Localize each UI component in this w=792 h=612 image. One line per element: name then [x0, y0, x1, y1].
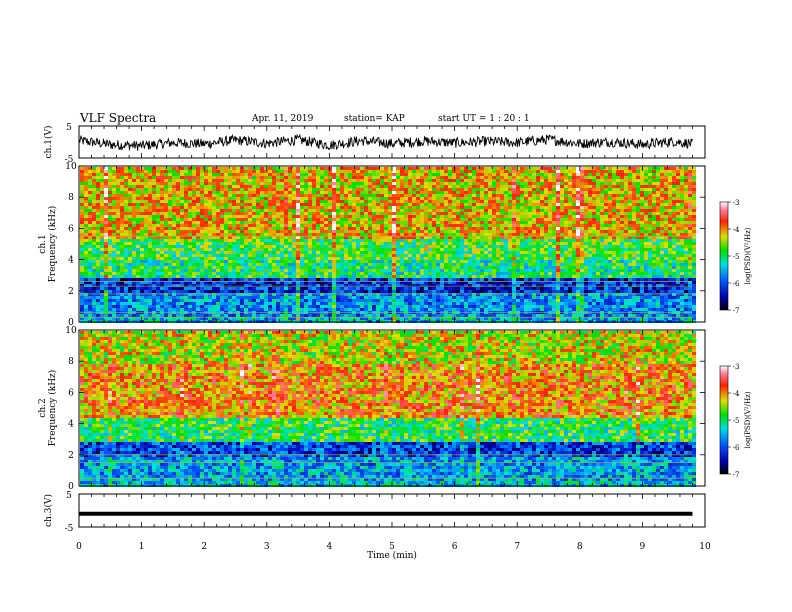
- x-tick-label: 1: [139, 542, 145, 552]
- y-tick-label: 4: [68, 420, 74, 430]
- spectrogram-1: [80, 167, 696, 323]
- y-tick-label: 8: [68, 193, 74, 203]
- y-tick-label: 0: [68, 318, 74, 328]
- x-tick-label: 2: [201, 542, 207, 552]
- x-tick-label: 4: [327, 542, 333, 552]
- colorbar: [719, 201, 729, 311]
- y-tick-label: 0: [68, 482, 74, 492]
- date-label: Apr. 11, 2019: [252, 114, 314, 124]
- ch1-waveform: [78, 133, 693, 151]
- colorbar-tick-label: -4: [733, 226, 740, 234]
- y-axis-label: ch.1: [38, 234, 48, 253]
- y-tick-label: 5: [66, 123, 72, 133]
- y-axis-label: ch.1(V): [43, 126, 54, 159]
- y-tick-label: 6: [68, 388, 74, 398]
- y-axis-label: ch.2: [38, 398, 48, 417]
- x-tick-label: 6: [452, 542, 458, 552]
- y-tick-label: 5: [66, 491, 72, 501]
- y-tick-label: 10: [65, 162, 77, 172]
- start-time-label: start UT = 1 : 20 : 1: [438, 114, 530, 124]
- y-tick-label: -5: [65, 155, 74, 165]
- colorbar-tick-label: -7: [733, 307, 740, 315]
- x-tick-label: 9: [640, 542, 646, 552]
- colorbar: [719, 365, 729, 475]
- x-tick-label: 10: [699, 542, 711, 552]
- y-axis-label: Frequency (kHz): [47, 206, 58, 283]
- colorbar-tick-label: -4: [733, 390, 740, 398]
- colorbar-tick-label: -3: [733, 199, 740, 207]
- colorbar-tick-label: -3: [733, 363, 740, 371]
- x-tick-label: 0: [76, 542, 82, 552]
- colorbar-tick-label: -5: [733, 417, 740, 425]
- colorbar-tick-label: -6: [733, 444, 740, 452]
- y-tick-label: 2: [68, 451, 74, 461]
- x-tick-label: 3: [264, 542, 270, 552]
- station-label: station= KAP: [344, 114, 405, 124]
- x-tick-label: 8: [577, 542, 583, 552]
- y-tick-label: 10: [65, 326, 77, 336]
- y-tick-label: 6: [68, 224, 74, 234]
- y-tick-label: 2: [68, 287, 74, 297]
- colorbar-tick-label: -6: [733, 280, 740, 288]
- colorbar-label: log(PSD)(V²/Hz): [744, 227, 752, 284]
- colorbar-label: log(PSD)(V²/Hz): [744, 391, 752, 448]
- y-axis-label: ch.3(V): [43, 494, 54, 527]
- colorbar-tick-label: -7: [733, 471, 740, 479]
- y-tick-label: 4: [68, 256, 74, 266]
- spectrogram-2: [80, 331, 696, 487]
- x-axis-label: Time (min): [367, 550, 417, 561]
- x-tick-label: 7: [514, 542, 520, 552]
- colorbar-tick-label: -5: [733, 253, 740, 261]
- chart-title: VLF Spectra: [80, 111, 157, 125]
- y-axis-label: Frequency (kHz): [47, 370, 58, 447]
- y-tick-label: -5: [65, 524, 74, 534]
- y-tick-label: 8: [68, 357, 74, 367]
- plot-frame-3: [78, 493, 706, 528]
- x-tick-label: 5: [389, 542, 395, 552]
